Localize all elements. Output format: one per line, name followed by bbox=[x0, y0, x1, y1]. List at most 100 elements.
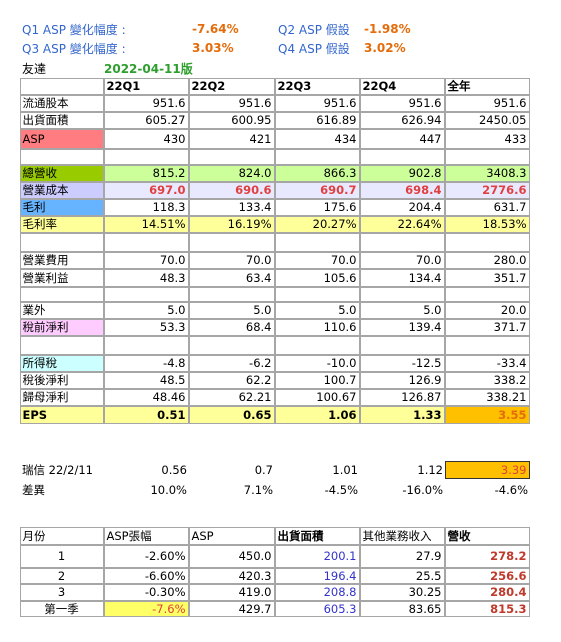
column-header: 22Q3 bbox=[274, 77, 360, 95]
blank-cell bbox=[444, 286, 530, 302]
table-value: 63.4 bbox=[188, 268, 275, 287]
consensus-value: 3.39 bbox=[444, 460, 530, 479]
monthly-header: ASP bbox=[188, 526, 275, 545]
monthly-header: 其他業務收入 bbox=[359, 526, 445, 545]
table-value: 371.7 bbox=[444, 318, 530, 336]
row-label: 營業利益 bbox=[19, 268, 104, 287]
consensus-value: 0.56 bbox=[161, 463, 187, 477]
monthly-value: 27.9 bbox=[359, 544, 445, 568]
consensus-value: -4.5% bbox=[324, 483, 358, 497]
blank-cell bbox=[19, 335, 104, 355]
assumption-label: Q2 ASP 假設 bbox=[278, 22, 350, 37]
consensus-value: 1.01 bbox=[332, 463, 358, 477]
table-value: 48.5 bbox=[103, 371, 189, 389]
monthly-value: 196.4 bbox=[274, 567, 360, 584]
table-value: 951.6 bbox=[188, 94, 275, 112]
table-value: 690.6 bbox=[188, 181, 275, 199]
row-label: 所得稅 bbox=[19, 354, 104, 372]
monthly-header: 營收 bbox=[444, 526, 530, 545]
table-value: 600.95 bbox=[188, 111, 275, 129]
table-value: 175.6 bbox=[274, 198, 360, 216]
row-label: 稅前淨利 bbox=[19, 318, 104, 336]
table-value: 351.7 bbox=[444, 268, 530, 287]
table-value: -12.5 bbox=[359, 354, 445, 372]
consensus-label: 差異 bbox=[22, 483, 45, 497]
monthly-value: -6.60% bbox=[103, 567, 189, 584]
table-value: -6.2 bbox=[188, 354, 275, 372]
blank-cell bbox=[19, 286, 104, 302]
table-value: 2776.6 bbox=[444, 181, 530, 199]
table-value: 70.0 bbox=[188, 251, 275, 269]
blank-cell bbox=[359, 335, 445, 355]
table-value: 338.2 bbox=[444, 371, 530, 389]
consensus-value: 7.1% bbox=[243, 483, 273, 497]
table-value: 0.51 bbox=[103, 405, 189, 424]
table-value: 70.0 bbox=[274, 251, 360, 269]
consensus-value: -4.6% bbox=[494, 483, 528, 497]
table-value: 1.33 bbox=[359, 405, 445, 424]
monthly-header: 出貨面積 bbox=[274, 526, 360, 545]
assumption-value: 3.03% bbox=[192, 41, 234, 55]
table-value: 690.7 bbox=[274, 181, 360, 199]
table-value: 433 bbox=[444, 128, 530, 149]
table-value: 14.51% bbox=[103, 215, 189, 233]
monthly-header: 月份 bbox=[19, 526, 104, 545]
assumption-value: 3.02% bbox=[364, 41, 406, 55]
table-value: 134.4 bbox=[359, 268, 445, 287]
row-label: 毛利 bbox=[19, 198, 104, 216]
table-value: 105.6 bbox=[274, 268, 360, 287]
consensus-value: 0.7 bbox=[254, 463, 273, 477]
monthly-value: -7.6% bbox=[103, 600, 189, 617]
row-label: 毛利率 bbox=[19, 215, 104, 233]
table-value: 626.94 bbox=[359, 111, 445, 129]
column-header: 22Q2 bbox=[188, 77, 275, 95]
table-value: 2450.05 bbox=[444, 111, 530, 129]
table-value: 951.6 bbox=[359, 94, 445, 112]
header-cell bbox=[19, 77, 104, 95]
blank-cell bbox=[274, 335, 360, 355]
monthly-value: 30.25 bbox=[359, 583, 445, 601]
table-value: 100.7 bbox=[274, 371, 360, 389]
table-value: 100.67 bbox=[274, 388, 360, 406]
table-value: 697.0 bbox=[103, 181, 189, 199]
blank-cell bbox=[444, 232, 530, 252]
table-value: 16.19% bbox=[188, 215, 275, 233]
monthly-value: 25.5 bbox=[359, 567, 445, 584]
blank-cell bbox=[188, 286, 275, 302]
table-value: 951.6 bbox=[103, 94, 189, 112]
blank-cell bbox=[274, 148, 360, 165]
consensus-label: 瑞信 22/2/11 bbox=[22, 463, 93, 477]
assumption-label: Q1 ASP 變化幅度 : bbox=[22, 22, 126, 37]
consensus-value: 1.12 bbox=[417, 463, 443, 477]
blank-cell bbox=[359, 232, 445, 252]
table-value: 133.4 bbox=[188, 198, 275, 216]
table-value: 48.3 bbox=[103, 268, 189, 287]
blank-cell bbox=[444, 148, 530, 165]
table-value: 338.21 bbox=[444, 388, 530, 406]
table-value: 280.0 bbox=[444, 251, 530, 269]
blank-cell bbox=[274, 232, 360, 252]
monthly-value: 280.4 bbox=[444, 583, 530, 601]
version: 2022-04-11版 bbox=[104, 61, 193, 76]
row-label: 流通股本 bbox=[19, 94, 104, 112]
table-value: 1.06 bbox=[274, 405, 360, 424]
monthly-value: 208.8 bbox=[274, 583, 360, 601]
row-label: EPS bbox=[19, 405, 104, 424]
table-value: 5.0 bbox=[359, 301, 445, 319]
table-value: 126.9 bbox=[359, 371, 445, 389]
table-value: 0.65 bbox=[188, 405, 275, 424]
blank-cell bbox=[188, 148, 275, 165]
blank-cell bbox=[103, 232, 189, 252]
blank-cell bbox=[103, 286, 189, 302]
column-header: 全年 bbox=[444, 77, 530, 95]
table-value: 118.3 bbox=[103, 198, 189, 216]
table-value: 631.7 bbox=[444, 198, 530, 216]
row-label: ASP bbox=[19, 128, 104, 149]
row-label: 營業費用 bbox=[19, 251, 104, 269]
assumption-value: -1.98% bbox=[364, 22, 411, 36]
month-label: 2 bbox=[19, 567, 104, 584]
blank-cell bbox=[188, 335, 275, 355]
table-value: 698.4 bbox=[359, 181, 445, 199]
table-value: 139.4 bbox=[359, 318, 445, 336]
blank-cell bbox=[444, 335, 530, 355]
